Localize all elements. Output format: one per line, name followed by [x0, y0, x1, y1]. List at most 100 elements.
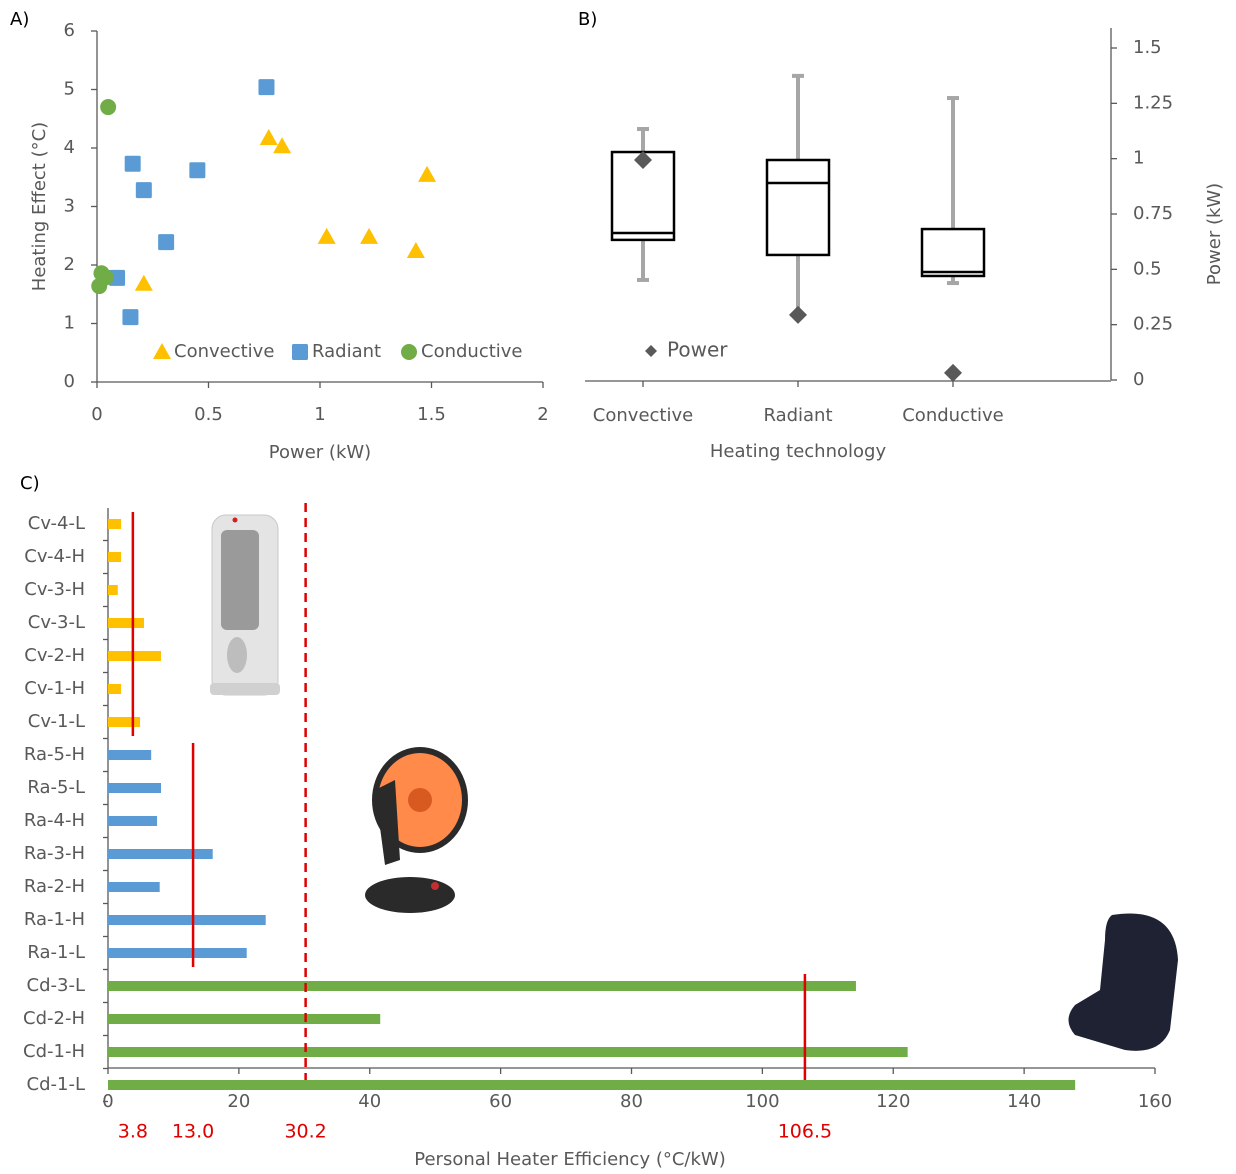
bar	[108, 651, 161, 661]
category-label: Cd-3-L	[27, 975, 85, 996]
bar	[108, 750, 151, 760]
bar	[108, 783, 161, 793]
legend-label: Power	[667, 338, 728, 362]
y-tick-label: 4	[64, 137, 75, 158]
triangle-marker	[273, 137, 291, 153]
y-tick-label: 0	[64, 371, 75, 392]
y-tick-label: 6	[64, 20, 75, 41]
y2-tick-label: 0	[1133, 369, 1144, 390]
legend-marker	[153, 343, 171, 359]
reference-label: 30.2	[284, 1121, 326, 1143]
triangle-marker	[260, 129, 278, 145]
category-label: Cv-1-H	[24, 678, 85, 699]
x-tick-label: 0.5	[194, 404, 223, 425]
y-tick-label: 5	[64, 79, 75, 100]
category-label: Ra-1-L	[27, 942, 85, 963]
x-tick-label: 20	[227, 1091, 250, 1112]
category-label: Ra-2-H	[24, 876, 85, 897]
category-label: Cd-2-H	[23, 1008, 85, 1029]
reference-label: 13.0	[172, 1121, 214, 1143]
legend-marker	[292, 344, 308, 360]
y2-tick-label: 0.75	[1133, 203, 1173, 224]
legend-marker	[645, 345, 657, 357]
bar	[108, 882, 160, 892]
category-label: Ra-4-H	[24, 810, 85, 831]
legend-label: Conductive	[421, 341, 523, 362]
bar	[108, 1080, 1075, 1090]
x-tick-label: 1.5	[417, 404, 446, 425]
radiant-heater-image	[365, 750, 465, 913]
box	[922, 229, 984, 276]
panel-label: B)	[578, 9, 597, 30]
x-tick-label: 2	[537, 404, 548, 425]
y2-tick-label: 0.25	[1133, 314, 1173, 335]
y2-axis-title: Power (kW)	[1204, 183, 1225, 285]
x-tick-label: Convective	[593, 405, 693, 426]
y-tick-label: 1	[64, 313, 75, 334]
category-label: Cv-4-H	[24, 546, 85, 567]
diamond-marker	[789, 306, 807, 324]
bar	[108, 618, 144, 628]
x-axis-title: Personal Heater Efficiency (°C/kW)	[414, 1149, 725, 1170]
bar	[108, 981, 856, 991]
bar	[108, 552, 121, 562]
figure: A)012345600.511.52Power (kW)Heating Effe…	[0, 0, 1236, 1174]
reference-label: 3.8	[118, 1121, 148, 1143]
bar	[108, 1047, 908, 1057]
category-label: Cv-3-H	[24, 579, 85, 600]
x-tick-label: 140	[1007, 1091, 1041, 1112]
x-axis-title: Power (kW)	[269, 442, 371, 463]
category-label: Cd-1-H	[23, 1041, 85, 1062]
square-marker	[158, 234, 174, 250]
box	[767, 160, 829, 255]
bar	[108, 816, 157, 826]
square-marker	[125, 156, 141, 172]
legend-label: Convective	[174, 341, 274, 362]
x-tick-label: 80	[620, 1091, 643, 1112]
triangle-marker	[135, 275, 153, 291]
circle-marker	[100, 99, 116, 115]
y-axis-title: Heating Effect (°C)	[29, 122, 50, 291]
tower-heater-image	[210, 515, 280, 695]
seat-cushion-image	[1069, 913, 1179, 1050]
x-tick-label: 40	[358, 1091, 381, 1112]
bar	[108, 717, 140, 727]
category-label: Ra-3-H	[24, 843, 85, 864]
y2-tick-label: 1.5	[1133, 37, 1162, 58]
category-label: Ra-5-L	[27, 777, 85, 798]
category-label: Ra-1-H	[24, 909, 85, 930]
bar	[108, 1014, 380, 1024]
category-label: Cv-2-H	[24, 645, 85, 666]
square-marker	[122, 309, 138, 325]
bar	[108, 915, 266, 925]
bar	[108, 948, 247, 958]
triangle-marker	[407, 242, 425, 258]
bar	[108, 519, 121, 529]
legend-marker	[401, 344, 417, 360]
y2-tick-label: 1	[1133, 148, 1144, 169]
y2-tick-label: 1.25	[1133, 92, 1173, 113]
triangle-marker	[418, 166, 436, 182]
category-label: Cd-1-L	[27, 1074, 85, 1095]
panel-label: A)	[10, 9, 29, 30]
category-label: Cv-1-L	[28, 711, 85, 732]
panel-label: C)	[20, 473, 40, 494]
bar	[108, 684, 121, 694]
x-tick-label: 160	[1138, 1091, 1172, 1112]
reference-label: 106.5	[778, 1121, 832, 1143]
x-tick-label: 120	[876, 1091, 910, 1112]
x-tick-label: Radiant	[763, 405, 832, 426]
square-marker	[136, 182, 152, 198]
x-tick-label: 60	[489, 1091, 512, 1112]
category-label: Cv-3-L	[28, 612, 85, 633]
x-tick-label: 100	[745, 1091, 779, 1112]
x-tick-label: 1	[314, 404, 325, 425]
y2-tick-label: 0.5	[1133, 258, 1162, 279]
x-tick-label: 0	[91, 404, 102, 425]
diamond-marker	[944, 364, 962, 382]
x-tick-label: Conductive	[902, 405, 1004, 426]
triangle-marker	[318, 228, 336, 244]
square-marker	[189, 162, 205, 178]
y-tick-label: 2	[64, 254, 75, 275]
legend-label: Radiant	[312, 341, 381, 362]
